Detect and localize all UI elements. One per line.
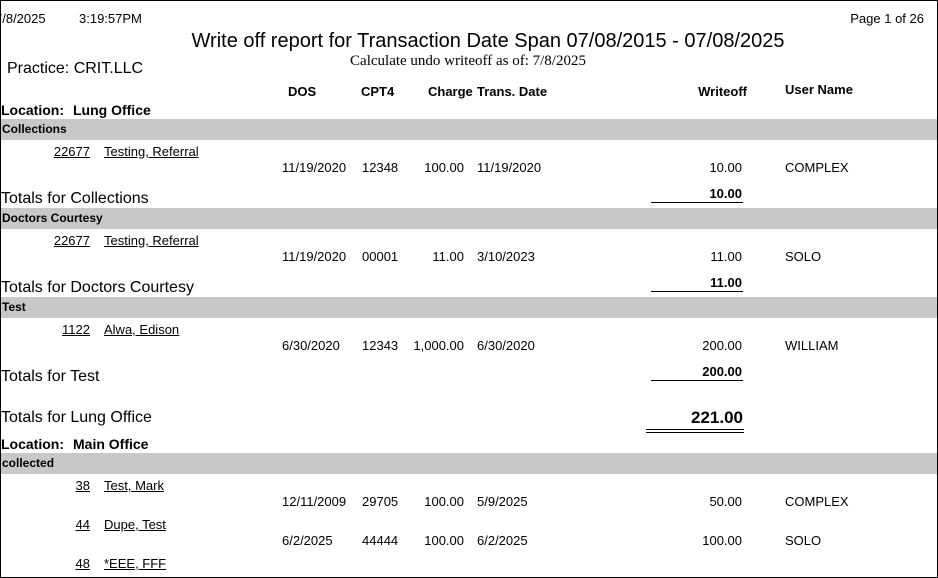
patient-name: Test, Mark	[104, 478, 164, 493]
page-number: Page 1 of 26	[850, 11, 924, 26]
col-header: User Name	[785, 82, 853, 97]
group-bar	[1, 453, 937, 474]
user-name: SOLO	[785, 533, 822, 548]
account-id: 38	[75, 478, 90, 493]
location-total: 221.00	[691, 408, 743, 427]
user-name: WILLIAM	[785, 338, 839, 353]
dos: 11/19/2020	[282, 249, 347, 264]
col-header: Trans. Date	[477, 84, 548, 99]
dos: 11/19/2020	[282, 160, 347, 175]
location-label: Location:	[1, 436, 64, 452]
patient-name: Alwa, Edison	[104, 322, 180, 337]
report-title: Write off report for Transaction Date Sp…	[191, 30, 785, 52]
total-rule	[651, 380, 743, 381]
writeoff: 100.00	[702, 533, 742, 548]
trans-date: 11/19/2020	[477, 160, 542, 175]
account-id: 22677	[53, 233, 90, 248]
group-total-label: Totals for Doctors Courtesy	[1, 279, 194, 296]
account-id: 48	[75, 556, 90, 571]
group-total: 11.00	[710, 275, 742, 290]
user-name: COMPLEX	[785, 160, 849, 175]
practice: Practice: CRIT.LLC	[7, 60, 144, 77]
location-label: Location:	[1, 102, 64, 118]
total-rule	[646, 432, 744, 433]
writeoff: 200.00	[702, 338, 742, 353]
patient-name: Testing, Referral	[104, 233, 199, 248]
group-name: Doctors Courtesy	[2, 211, 103, 225]
charge: 100.00	[424, 533, 464, 548]
cpt: 12348	[362, 160, 399, 175]
group-total: 10.00	[709, 186, 742, 201]
cpt: 44444	[362, 533, 399, 548]
location-name: Main Office	[73, 436, 149, 452]
patient-name: *EEE, FFF	[104, 556, 167, 571]
account-id: 22677	[53, 144, 90, 159]
group-bar	[1, 208, 937, 229]
patient-name: Dupe, Test	[104, 517, 166, 532]
location-name: Lung Office	[73, 102, 151, 118]
dos: 12/11/2009	[282, 494, 347, 509]
group-total-label: Totals for Test	[1, 368, 100, 385]
location-total-label: Totals for Lung Office	[1, 409, 152, 426]
col-header: Charge	[428, 84, 473, 99]
cpt: 29705	[362, 494, 399, 509]
group-name: Test	[2, 300, 26, 314]
writeoff: 11.00	[710, 249, 742, 264]
total-rule	[646, 429, 744, 430]
trans-date: 6/2/2025	[477, 533, 528, 548]
dos: 6/2/2025	[282, 533, 333, 548]
trans-date: 6/30/2020	[477, 338, 535, 353]
total-rule	[651, 291, 743, 292]
group-total: 200.00	[702, 364, 742, 379]
col-header: Writeoff	[698, 84, 747, 99]
writeoff: 50.00	[709, 494, 742, 509]
patient-name: Testing, Referral	[104, 144, 199, 159]
group-name: Collections	[2, 122, 67, 136]
account-id: 1122	[62, 322, 90, 337]
col-header: DOS	[288, 84, 317, 99]
col-header: CPT4	[361, 84, 395, 99]
charge: 100.00	[424, 160, 464, 175]
total-rule	[651, 202, 743, 203]
trans-date: 5/9/2025	[477, 494, 528, 509]
trans-date: 3/10/2023	[477, 249, 535, 264]
group-total-label: Totals for Collections	[1, 190, 149, 207]
user-name: SOLO	[785, 249, 822, 264]
group-bar	[1, 119, 937, 140]
print-time: 3:19:57PM	[79, 11, 142, 26]
group-bar	[1, 297, 937, 318]
charge: 100.00	[424, 494, 464, 509]
group-name: collected	[2, 456, 55, 470]
user-name: COMPLEX	[785, 494, 849, 509]
writeoff: 10.00	[709, 160, 742, 175]
dos: 6/30/2020	[282, 338, 340, 353]
print-date: 7/8/2025	[0, 11, 46, 26]
charge: 11.00	[432, 249, 464, 264]
account-id: 44	[75, 517, 90, 532]
charge: 1,000.00	[413, 338, 464, 353]
cpt: 00001	[362, 249, 399, 264]
cpt: 12343	[362, 338, 399, 353]
report-subtitle: Calculate undo writeoff as of: 7/8/2025	[350, 53, 586, 69]
